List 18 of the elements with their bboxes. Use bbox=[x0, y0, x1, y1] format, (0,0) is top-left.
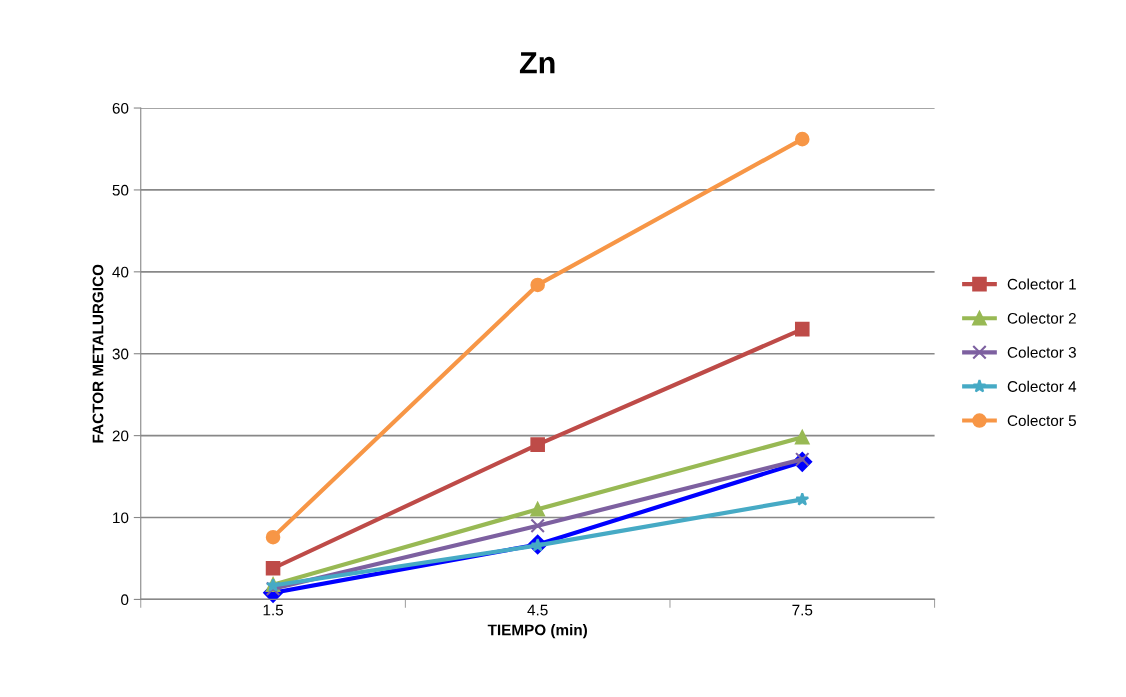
x-tick-label: 4.5 bbox=[527, 604, 548, 616]
legend-label: Colector 2 bbox=[1007, 312, 1076, 324]
legend-label: Colector 1 bbox=[1007, 278, 1076, 290]
chart-title: Zn bbox=[519, 52, 555, 74]
y-tick-label: 30 bbox=[112, 348, 129, 360]
legend-label: Colector 4 bbox=[1007, 380, 1077, 392]
y-tick-label: 20 bbox=[112, 430, 129, 442]
x-axis-title: TIEMPO (min) bbox=[487, 624, 587, 639]
y-tick-label: 10 bbox=[113, 512, 129, 524]
y-tick-label: 0 bbox=[121, 594, 129, 606]
y-tick-label: 40 bbox=[112, 266, 129, 278]
legend-label: Colector 3 bbox=[1007, 346, 1076, 358]
y-axis-title: FACTOR METALURGICO bbox=[92, 264, 104, 443]
x-tick-label: 1.5 bbox=[263, 604, 284, 616]
y-tick-label: 50 bbox=[112, 184, 129, 196]
x-tick-label: 7.5 bbox=[792, 604, 813, 616]
legend-label: Colector 5 bbox=[1007, 414, 1076, 427]
y-tick-label: 60 bbox=[112, 102, 129, 114]
